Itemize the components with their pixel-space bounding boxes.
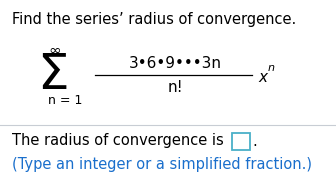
Text: $\Sigma$: $\Sigma$ [37,51,67,99]
Text: $\infty$: $\infty$ [47,41,60,57]
Text: 3•6•9•••3n: 3•6•9•••3n [128,56,221,70]
Text: (Type an integer or a simplified fraction.): (Type an integer or a simplified fractio… [12,157,312,173]
Text: Find the series’ radius of convergence.: Find the series’ radius of convergence. [12,12,296,27]
Text: n = 1: n = 1 [48,95,82,108]
Text: .: . [252,134,257,148]
Bar [232,133,250,150]
Text: n!: n! [167,80,183,95]
Text: The radius of convergence is: The radius of convergence is [12,134,228,148]
Text: n: n [268,63,275,73]
Text: x: x [258,69,267,85]
